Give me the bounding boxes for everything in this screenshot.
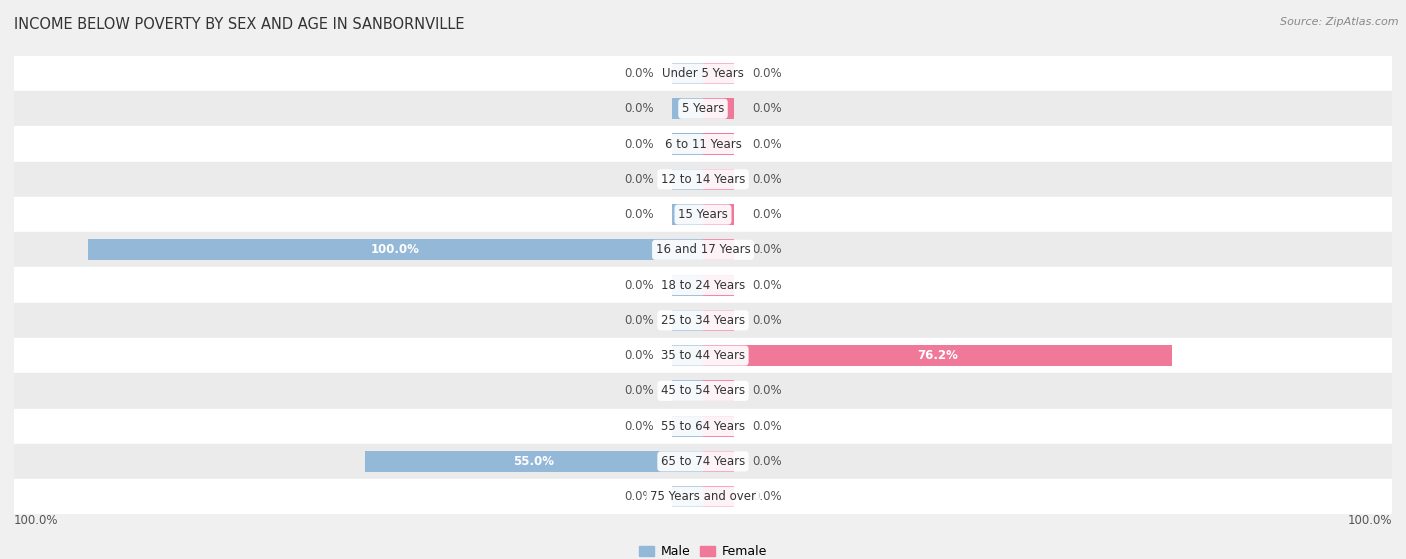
- Text: 100.0%: 100.0%: [1347, 514, 1392, 527]
- Text: 0.0%: 0.0%: [624, 385, 654, 397]
- Text: 0.0%: 0.0%: [752, 490, 782, 503]
- Text: 65 to 74 Years: 65 to 74 Years: [661, 455, 745, 468]
- Bar: [672, 63, 703, 84]
- Text: INCOME BELOW POVERTY BY SEX AND AGE IN SANBORNVILLE: INCOME BELOW POVERTY BY SEX AND AGE IN S…: [14, 17, 464, 32]
- Bar: [672, 310, 703, 331]
- Bar: [703, 486, 734, 507]
- Text: 0.0%: 0.0%: [752, 385, 782, 397]
- Bar: [703, 98, 734, 120]
- Bar: [672, 486, 703, 507]
- Text: Source: ZipAtlas.com: Source: ZipAtlas.com: [1281, 17, 1399, 27]
- Bar: [703, 310, 734, 331]
- Bar: [14, 126, 1392, 162]
- Bar: [703, 274, 734, 296]
- Text: 0.0%: 0.0%: [624, 208, 654, 221]
- Text: 0.0%: 0.0%: [624, 420, 654, 433]
- Text: 0.0%: 0.0%: [752, 314, 782, 327]
- Text: 0.0%: 0.0%: [624, 278, 654, 292]
- Text: 0.0%: 0.0%: [624, 67, 654, 80]
- Bar: [14, 444, 1392, 479]
- Bar: [672, 134, 703, 155]
- Bar: [87, 239, 703, 260]
- Bar: [703, 134, 734, 155]
- Text: 35 to 44 Years: 35 to 44 Years: [661, 349, 745, 362]
- Text: 15 Years: 15 Years: [678, 208, 728, 221]
- Text: 0.0%: 0.0%: [624, 173, 654, 186]
- Text: 0.0%: 0.0%: [752, 420, 782, 433]
- Text: 6 to 11 Years: 6 to 11 Years: [665, 138, 741, 150]
- Text: 12 to 14 Years: 12 to 14 Years: [661, 173, 745, 186]
- Bar: [14, 338, 1392, 373]
- Text: 0.0%: 0.0%: [624, 102, 654, 115]
- Bar: [14, 162, 1392, 197]
- Bar: [14, 197, 1392, 232]
- Bar: [14, 232, 1392, 267]
- Bar: [14, 267, 1392, 303]
- Text: 55 to 64 Years: 55 to 64 Years: [661, 420, 745, 433]
- Text: 0.0%: 0.0%: [752, 102, 782, 115]
- Text: 0.0%: 0.0%: [624, 138, 654, 150]
- Bar: [703, 239, 734, 260]
- Text: Under 5 Years: Under 5 Years: [662, 67, 744, 80]
- Legend: Male, Female: Male, Female: [634, 540, 772, 559]
- Bar: [703, 451, 734, 472]
- Bar: [703, 63, 734, 84]
- Bar: [703, 380, 734, 401]
- Bar: [672, 415, 703, 437]
- Text: 100.0%: 100.0%: [14, 514, 59, 527]
- Bar: [672, 274, 703, 296]
- Bar: [703, 204, 734, 225]
- Bar: [703, 169, 734, 190]
- Bar: [14, 373, 1392, 409]
- Bar: [672, 345, 703, 366]
- Text: 55.0%: 55.0%: [513, 455, 554, 468]
- Text: 75 Years and over: 75 Years and over: [650, 490, 756, 503]
- Text: 25 to 34 Years: 25 to 34 Years: [661, 314, 745, 327]
- Text: 18 to 24 Years: 18 to 24 Years: [661, 278, 745, 292]
- Bar: [14, 409, 1392, 444]
- Bar: [672, 98, 703, 120]
- Text: 0.0%: 0.0%: [752, 208, 782, 221]
- Text: 0.0%: 0.0%: [752, 173, 782, 186]
- Bar: [703, 415, 734, 437]
- Text: 100.0%: 100.0%: [371, 243, 420, 257]
- Bar: [672, 169, 703, 190]
- Text: 0.0%: 0.0%: [624, 349, 654, 362]
- Bar: [703, 345, 1171, 366]
- Bar: [14, 91, 1392, 126]
- Bar: [14, 479, 1392, 514]
- Text: 0.0%: 0.0%: [624, 314, 654, 327]
- Text: 0.0%: 0.0%: [752, 243, 782, 257]
- Text: 0.0%: 0.0%: [752, 455, 782, 468]
- Bar: [364, 451, 703, 472]
- Text: 0.0%: 0.0%: [624, 490, 654, 503]
- Text: 0.0%: 0.0%: [752, 67, 782, 80]
- Bar: [14, 303, 1392, 338]
- Bar: [672, 380, 703, 401]
- Text: 45 to 54 Years: 45 to 54 Years: [661, 385, 745, 397]
- Text: 76.2%: 76.2%: [917, 349, 957, 362]
- Text: 5 Years: 5 Years: [682, 102, 724, 115]
- Text: 16 and 17 Years: 16 and 17 Years: [655, 243, 751, 257]
- Text: 0.0%: 0.0%: [752, 138, 782, 150]
- Text: 0.0%: 0.0%: [752, 278, 782, 292]
- Bar: [672, 204, 703, 225]
- Bar: [14, 56, 1392, 91]
